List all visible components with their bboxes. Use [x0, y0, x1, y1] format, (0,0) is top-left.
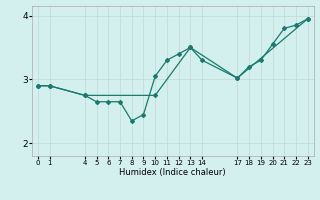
X-axis label: Humidex (Indice chaleur): Humidex (Indice chaleur)	[119, 168, 226, 177]
